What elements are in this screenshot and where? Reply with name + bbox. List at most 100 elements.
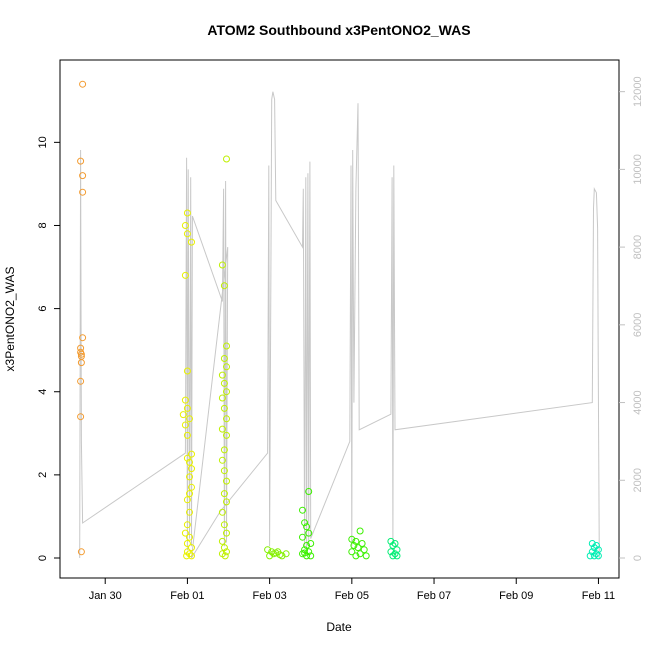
data-point <box>348 535 356 543</box>
data-point <box>301 549 309 557</box>
data-point <box>389 552 397 560</box>
y-right-tick-label: 12000 <box>632 76 644 107</box>
data-point <box>220 379 228 387</box>
data-point <box>307 552 315 560</box>
data-point <box>266 552 274 560</box>
data-point <box>220 282 228 290</box>
y-right-tick-label: 2000 <box>632 468 644 492</box>
data-point <box>393 552 401 560</box>
plot-area <box>77 80 602 560</box>
y-left-tick-label: 8 <box>37 222 49 228</box>
data-point <box>218 537 226 545</box>
data-point <box>307 540 315 547</box>
data-point <box>362 552 370 560</box>
data-point <box>272 549 280 557</box>
data-point <box>354 544 362 552</box>
y-axis-label: x3PentONO2_WAS <box>3 267 17 372</box>
data-point <box>303 523 311 531</box>
data-point <box>301 546 309 554</box>
data-point <box>77 377 85 385</box>
data-point <box>356 527 364 535</box>
data-point <box>220 404 228 412</box>
data-point <box>186 415 193 423</box>
data-point <box>276 551 284 559</box>
data-point <box>223 388 230 396</box>
data-point <box>590 552 598 560</box>
data-point <box>186 508 193 516</box>
data-point <box>77 350 85 358</box>
y-axis-right: 0 2000 4000 6000 8000 10000 12000 <box>619 76 644 561</box>
data-point <box>358 540 366 547</box>
data-point <box>588 548 596 556</box>
data-point <box>223 498 230 506</box>
x-tick-label: Jan 30 <box>89 590 122 602</box>
data-point <box>223 477 230 485</box>
altitude-line <box>79 91 600 559</box>
y-left-tick-label: 4 <box>37 389 49 395</box>
y-right-tick-label: 8000 <box>632 235 644 259</box>
data-point <box>183 454 191 462</box>
data-point <box>303 542 311 549</box>
data-point <box>223 415 230 423</box>
data-point <box>79 80 87 88</box>
chart-title: ATOM2 Southbound x3PentONO2_WAS <box>207 22 470 38</box>
data-point <box>223 342 230 350</box>
data-point <box>352 552 360 560</box>
data-point <box>590 544 598 552</box>
data-point <box>181 396 189 404</box>
data-point <box>305 548 313 556</box>
data-point <box>592 550 600 558</box>
data-point <box>221 552 229 560</box>
data-point <box>181 529 189 537</box>
y-left-tick-label: 6 <box>37 306 49 312</box>
data-point <box>77 413 85 421</box>
data-point <box>223 363 230 371</box>
data-point <box>391 550 399 558</box>
data-point <box>223 548 230 556</box>
y-axis-left: 0 2 4 6 8 10 <box>37 136 60 561</box>
x-tick-label: Feb 05 <box>335 590 369 602</box>
y-left-tick-label: 10 <box>37 136 49 148</box>
data-point <box>352 537 360 545</box>
data-point <box>592 542 600 549</box>
data-point <box>299 506 306 514</box>
data-point <box>356 550 364 558</box>
data-point <box>181 421 189 429</box>
data-point <box>218 394 226 402</box>
data-point <box>183 548 191 556</box>
data-point <box>350 542 358 549</box>
data-point <box>220 490 228 498</box>
data-point <box>186 473 193 481</box>
data-point <box>218 508 226 516</box>
data-point <box>218 456 226 464</box>
data-point <box>387 537 395 545</box>
data-point <box>220 355 228 362</box>
x-tick-label: Feb 11 <box>582 590 615 602</box>
y-left-tick-label: 0 <box>37 555 49 561</box>
data-point <box>183 209 191 217</box>
data-point <box>181 222 189 229</box>
data-point <box>389 542 397 549</box>
data-point <box>79 334 87 342</box>
data-point <box>387 548 395 556</box>
data-point <box>305 488 313 495</box>
y-right-tick-label: 0 <box>632 555 644 561</box>
data-point <box>179 411 187 419</box>
data-point <box>183 552 191 560</box>
data-point <box>305 529 313 537</box>
data-point <box>218 425 226 433</box>
data-point <box>220 467 228 475</box>
data-point <box>588 540 596 547</box>
data-point <box>264 546 272 554</box>
plot-frame <box>59 59 620 579</box>
data-point <box>586 552 594 560</box>
data-point <box>220 521 228 529</box>
data-point <box>220 544 228 552</box>
y-right-tick-label: 4000 <box>632 390 644 414</box>
data-point <box>183 367 191 375</box>
data-point <box>188 465 195 473</box>
data-point <box>79 172 87 180</box>
data-point <box>188 450 195 458</box>
data-point <box>188 544 195 552</box>
